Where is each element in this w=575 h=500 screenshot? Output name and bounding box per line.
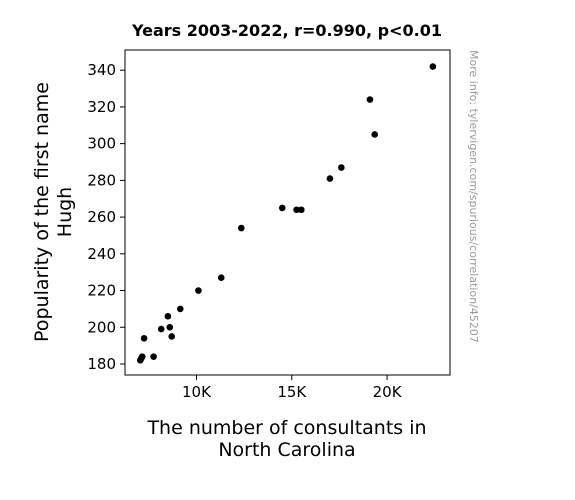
y-axis-label-line-1: Popularity of the first name <box>31 82 53 342</box>
data-point <box>140 334 148 342</box>
y-tick-label: 340 <box>87 61 116 79</box>
y-tick-label: 320 <box>87 98 116 116</box>
y-tick-label: 260 <box>87 208 116 226</box>
data-point <box>176 305 184 313</box>
data-point <box>293 206 300 214</box>
y-tick-label: 220 <box>87 282 116 300</box>
x-tick-label: 15K <box>277 383 307 401</box>
y-tick-label: 280 <box>87 171 116 189</box>
data-point <box>278 204 286 212</box>
x-axis: 10K 15K 20K <box>182 375 403 401</box>
chart-title: Years 2003-2022, r=0.990, p<0.01 <box>131 21 442 40</box>
data-point <box>166 323 174 331</box>
data-point <box>429 63 437 70</box>
data-point <box>168 333 176 340</box>
x-tick-label: 20K <box>373 383 403 401</box>
plot-area: 10K 15K 20K 180 200 220 240 260 280 300 320 340 <box>87 49 451 401</box>
data-point <box>150 353 157 360</box>
data-point <box>298 206 305 214</box>
y-axis-label-line-2: Hugh <box>54 187 76 237</box>
y-tick-label: 240 <box>87 245 116 263</box>
data-point <box>237 224 245 232</box>
watermark-text: More info: tylervigen.com/spurious/corre… <box>467 50 480 343</box>
plot-frame <box>124 49 451 376</box>
x-axis-label-line-2: North Carolina <box>218 439 355 461</box>
y-tick-label: 300 <box>87 135 116 153</box>
y-axis: 180 200 220 240 260 280 300 320 340 <box>87 61 125 373</box>
data-point <box>371 131 379 138</box>
x-axis-label-line-1: The number of consultants in <box>146 417 426 439</box>
y-tick-label: 180 <box>87 355 116 373</box>
y-tick-label: 200 <box>87 318 116 336</box>
data-point <box>157 325 165 333</box>
data-point <box>338 164 345 171</box>
data-point <box>326 175 334 182</box>
data-points <box>136 63 437 364</box>
data-point <box>217 274 225 281</box>
x-tick-label: 10K <box>182 383 212 401</box>
data-point <box>164 312 172 320</box>
data-point <box>195 287 202 294</box>
data-point <box>366 96 374 103</box>
data-point <box>138 353 146 360</box>
